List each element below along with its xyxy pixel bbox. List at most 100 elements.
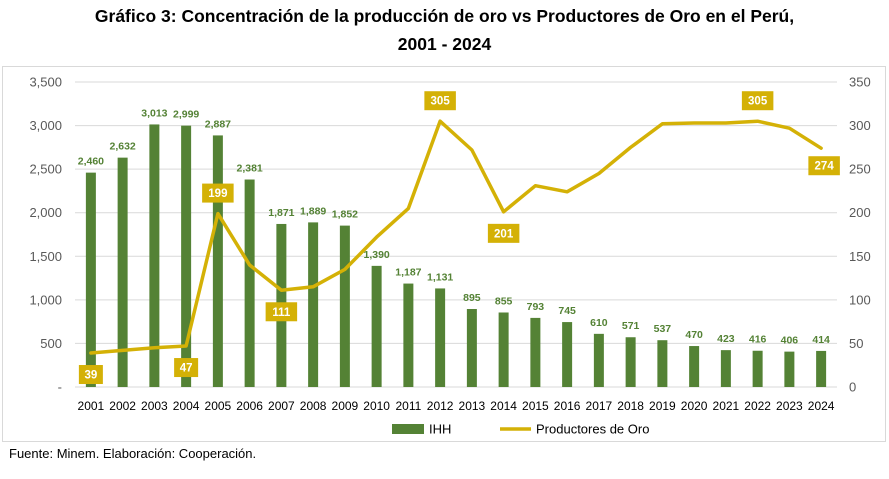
- y-right-tick-label: 150: [849, 249, 871, 264]
- line-productores: [89, 119, 823, 355]
- line-point-label-box: [174, 358, 199, 378]
- line-point-label-box: [487, 223, 520, 243]
- legend-label-productores: Productores de Oro: [536, 422, 649, 437]
- bar-ihh: [466, 309, 477, 387]
- x-tick-label: 2017: [586, 399, 613, 413]
- bar-ihh: [244, 179, 255, 387]
- bar-ihh: [181, 125, 192, 387]
- y-left-tick-label: 3,000: [29, 118, 62, 133]
- x-tick-label: 2022: [744, 399, 771, 413]
- x-tick-label: 2011: [395, 399, 421, 413]
- bar-value-label: 793: [527, 301, 545, 313]
- x-tick-label: 2023: [776, 399, 803, 413]
- bar-ihh: [816, 350, 827, 387]
- x-tick-label: 2002: [109, 399, 136, 413]
- line-point-label: 305: [748, 96, 768, 108]
- chart-title-line-1: Gráfico 3: Concentración de la producció…: [94, 6, 795, 26]
- x-tick-label: 2009: [332, 399, 359, 413]
- bar-ihh: [562, 322, 573, 387]
- bar-ihh: [339, 225, 350, 387]
- line-point-label: 201: [494, 228, 514, 240]
- bar-value-label: 2,381: [236, 163, 262, 175]
- bar-value-label: 2,632: [109, 141, 135, 153]
- bar-value-label: 895: [463, 292, 481, 304]
- y-left-tick-label: 2,500: [29, 162, 62, 177]
- line-point-label-box: [424, 91, 456, 111]
- y-left-tick-label: 3,500: [29, 75, 62, 90]
- chart-title: Gráfico 3: Concentración de la producció…: [0, 2, 889, 58]
- line-point-label: 39: [84, 370, 97, 382]
- bar-ihh: [593, 333, 604, 387]
- x-tick-label: 2021: [713, 399, 740, 413]
- bar-ihh: [530, 317, 541, 387]
- line-point-label-box: [202, 183, 234, 203]
- y-left-tick-label: 2,000: [29, 205, 62, 220]
- bar-value-label: 416: [749, 334, 767, 346]
- bar-value-label: 2,887: [205, 118, 231, 130]
- line-point-label: 274: [815, 161, 835, 173]
- bar-ihh: [689, 346, 700, 387]
- y-right-tick-label: 350: [849, 75, 871, 90]
- bar-ihh: [752, 350, 763, 387]
- bar-ihh: [625, 337, 636, 387]
- x-tick-label: 2001: [78, 399, 105, 413]
- source-note: Fuente: Minem. Elaboración: Cooperación.: [9, 446, 257, 461]
- y-right-tick-label: 0: [849, 380, 856, 395]
- chart-area: - 0 500 50 1,000 100 1,500 150 2,000 200 2,500 250 3…: [2, 66, 886, 442]
- x-tick-label: 2006: [236, 399, 263, 413]
- x-tick-label: 2012: [427, 399, 454, 413]
- bar-value-label: 1,852: [332, 209, 358, 221]
- bar-ihh: [403, 283, 414, 387]
- bar-ihh: [117, 157, 128, 387]
- x-tick-label: 2010: [363, 399, 390, 413]
- x-tick-label: 2004: [173, 399, 200, 413]
- line-point-label: 199: [208, 188, 227, 200]
- line-point-label-box: [78, 365, 103, 385]
- legend-label-ihh: IHH: [429, 422, 451, 437]
- bar-ihh: [784, 351, 795, 387]
- bar-value-label: 1,871: [268, 207, 294, 219]
- y-left-tick-label: 1,500: [29, 249, 62, 264]
- x-tick-label: 2007: [268, 399, 295, 413]
- bar-ihh: [720, 350, 731, 387]
- bar-value-label: 745: [558, 305, 576, 317]
- bar-value-label: 855: [495, 295, 513, 307]
- bar-value-label: 414: [812, 334, 830, 346]
- bar-value-label: 2,999: [173, 109, 199, 121]
- bar-value-label: 537: [654, 323, 672, 335]
- bar-ihh: [85, 172, 96, 387]
- bar-ihh: [212, 135, 223, 387]
- x-tick-label: 2014: [490, 399, 517, 413]
- bar-value-label: 423: [717, 333, 735, 345]
- bar-ihh: [149, 124, 160, 387]
- bar-value-label: 610: [590, 317, 608, 329]
- bar-value-label: 1,187: [395, 267, 421, 279]
- x-tick-label: 2024: [808, 399, 835, 413]
- bar-value-label: 470: [685, 329, 703, 341]
- line-point-label: 305: [431, 96, 451, 108]
- bar-ihh: [498, 312, 509, 387]
- bar-value-label: 571: [622, 320, 640, 332]
- x-tick-label: 2008: [300, 399, 327, 413]
- y-right-tick-label: 100: [849, 292, 871, 307]
- bar-value-label: 2,460: [78, 156, 104, 168]
- bar-value-label: 1,390: [363, 249, 389, 261]
- chart-svg: - 0 500 50 1,000 100 1,500 150 2,000 200 2,500 250 3…: [29, 75, 871, 437]
- x-tick-label: 2013: [459, 399, 486, 413]
- x-tick-label: 2016: [554, 399, 581, 413]
- bar-ihh: [371, 265, 382, 387]
- bar-value-label: 1,889: [300, 205, 326, 217]
- bar-value-label: 406: [781, 335, 799, 347]
- bar-ihh: [308, 222, 319, 387]
- line-point-label-box: [808, 156, 840, 176]
- bar-value-label: 1,131: [427, 271, 453, 283]
- y-right-tick-label: 300: [849, 118, 871, 133]
- y-left-tick-label: 1,000: [29, 292, 62, 307]
- x-tick-label: 2003: [141, 399, 168, 413]
- y-right-tick-label: 200: [849, 205, 871, 220]
- bar-ihh: [435, 288, 446, 387]
- line-point-label: 47: [180, 363, 193, 375]
- x-tick-label: 2015: [522, 399, 549, 413]
- chart-title-line-2: 2001 - 2024: [397, 34, 492, 54]
- legend-swatch-ihh: [392, 424, 424, 434]
